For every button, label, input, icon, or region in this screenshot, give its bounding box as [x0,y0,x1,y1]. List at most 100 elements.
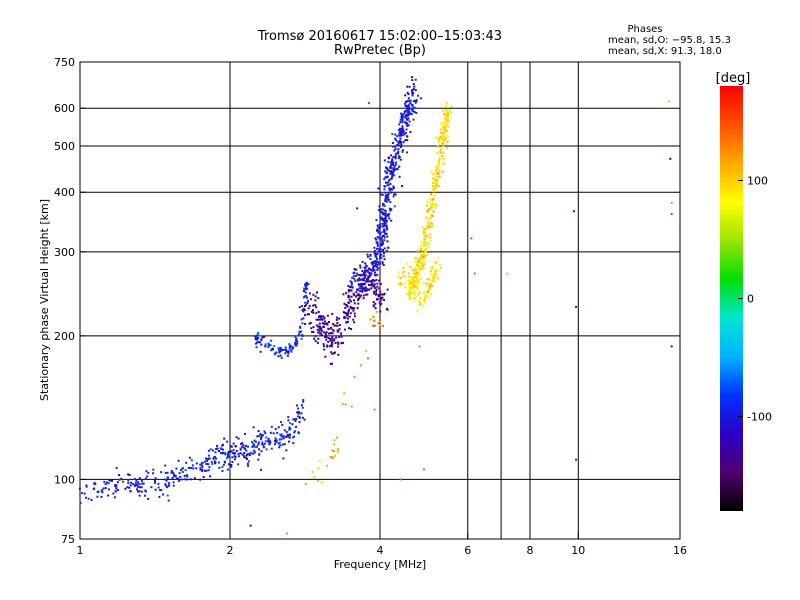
data-point [431,214,434,217]
data-point [427,296,430,299]
data-point [435,268,437,271]
data-point [411,110,414,113]
data-point [374,255,377,258]
data-point [145,470,148,473]
data-point [329,338,332,340]
data-point [302,416,304,419]
data-point [446,114,449,116]
data-point [189,478,192,481]
data-point [430,170,433,173]
data-point [443,157,446,160]
data-point [338,336,341,339]
data-point [249,451,252,454]
data-point [354,295,357,298]
data-point [400,112,403,115]
data-point [172,471,174,474]
data-point [226,457,228,460]
data-point [353,268,356,270]
data-point [445,110,448,113]
data-point [388,179,391,182]
data-point [420,268,423,271]
data-point [363,288,366,291]
data-point [224,453,227,456]
data-point [383,230,386,233]
data-point [274,428,277,431]
data-point [97,490,100,493]
data-point [370,287,373,290]
data-point [399,158,402,161]
data-point [425,282,428,285]
data-point [407,283,410,286]
data-point [175,467,178,470]
data-point [384,191,387,194]
data-point [670,213,673,215]
data-point [350,281,353,284]
data-point [288,343,291,346]
data-point [404,115,407,118]
data-point [313,337,316,340]
data-point [230,445,233,448]
data-point [438,169,441,172]
data-point [382,202,384,205]
data-point [216,447,219,450]
data-point [414,101,417,104]
data-point [435,136,438,139]
data-point [138,490,141,493]
data-point [314,304,317,307]
data-point [322,315,324,318]
data-point [374,307,377,310]
data-point [421,226,424,229]
data-point [378,224,381,227]
data-point [258,434,261,437]
data-point [393,193,396,196]
data-point [107,494,110,497]
data-point [294,343,297,345]
data-point [315,324,318,327]
data-point [423,228,426,230]
data-point [371,268,374,271]
data-point [270,339,273,342]
data-point [347,310,350,313]
data-point [427,223,430,226]
data-point [308,313,311,316]
data-point [290,345,293,348]
data-point [372,292,375,295]
data-point [392,195,395,198]
data-point [361,260,364,263]
data-point [424,232,427,235]
data-point [302,289,305,292]
data-point [79,501,82,504]
data-point [386,175,389,178]
data-point [201,468,204,471]
data-point [333,339,336,342]
data-point [390,208,393,211]
data-point [373,290,376,293]
data-point [191,464,194,467]
data-point [413,106,416,109]
data-point [363,275,366,278]
data-point [264,432,267,435]
data-point [337,341,340,344]
data-point [670,345,673,348]
y-axis-ticks: 75 100 200 300 400 500 600 750 [54,56,86,546]
data-point [430,266,432,269]
data-point [385,196,388,199]
data-point [308,322,311,325]
data-point [116,481,119,484]
data-point [382,219,385,222]
data-point [222,451,225,454]
data-point [325,338,328,341]
data-point [325,336,328,339]
data-point [226,440,229,443]
data-point [416,275,419,278]
data-point [422,242,425,245]
data-point [323,317,326,320]
data-point [184,469,187,472]
data-point [431,285,433,287]
data-point [190,459,193,462]
data-point [287,416,290,419]
data-point [364,262,367,265]
data-point [373,283,376,286]
data-point [363,279,366,282]
data-point [326,323,329,326]
